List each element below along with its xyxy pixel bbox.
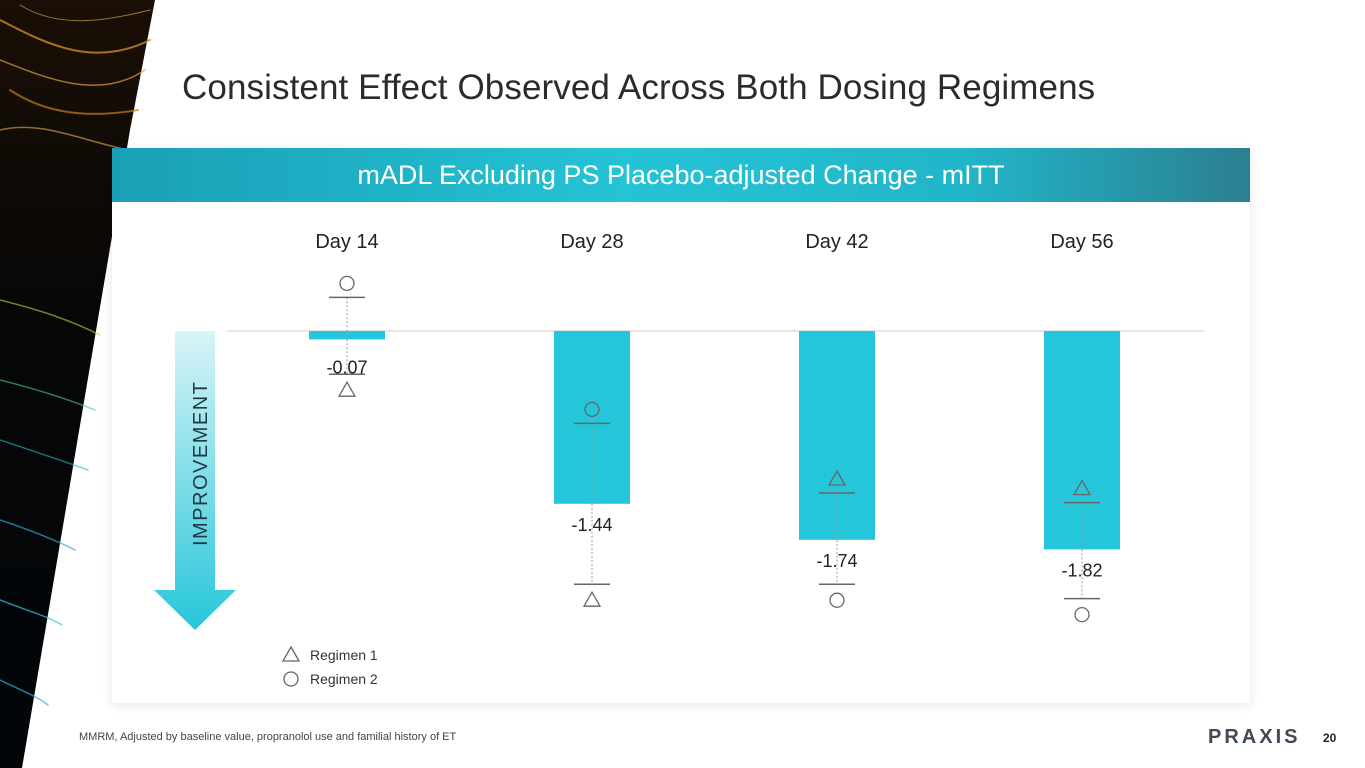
improvement-axis-label: IMPROVEMENT	[190, 381, 212, 546]
legend-label: Regimen 1	[310, 647, 378, 663]
regimen-2-marker	[584, 401, 600, 418]
legend-triangle-icon	[281, 645, 301, 662]
legend-circle-icon	[283, 671, 299, 687]
category-label: Day 56	[1050, 231, 1113, 253]
value-label: -1.44	[571, 515, 612, 535]
improvement-arrow	[154, 331, 236, 630]
value-label: -1.82	[1061, 560, 1102, 580]
bar-chart: IMPROVEMENT Day 14 -0.07 Day 28 -1.44 Day 42 -…	[154, 231, 1204, 687]
footnote: MMRM, Adjusted by baseline value, propra…	[79, 731, 457, 743]
regimen-1-marker	[1072, 479, 1092, 496]
regimen-2-marker	[1074, 606, 1090, 623]
category-label: Day 42	[805, 231, 868, 253]
page-number: 20	[1323, 731, 1337, 745]
category-label: Day 28	[560, 231, 623, 253]
value-label: -1.74	[816, 551, 857, 571]
chart-header: mADL Excluding PS Placebo-adjusted Chang…	[112, 148, 1250, 202]
category-label: Day 14	[315, 231, 378, 253]
praxis-logo: PRAXIS	[1208, 726, 1301, 748]
value-label: -0.07	[326, 357, 367, 377]
regimen-2-marker	[339, 275, 355, 292]
slide-title: Consistent Effect Observed Across Both D…	[182, 68, 1096, 107]
regimen-1-marker	[337, 380, 357, 397]
regimen-1-marker	[582, 590, 602, 607]
legend-label: Regimen 2	[310, 671, 378, 687]
bar	[799, 331, 875, 540]
regimen-2-marker	[829, 592, 845, 608]
regimen-1-marker	[827, 469, 847, 486]
chart-panel: mADL Excluding PS Placebo-adjusted Chang…	[112, 148, 1250, 703]
